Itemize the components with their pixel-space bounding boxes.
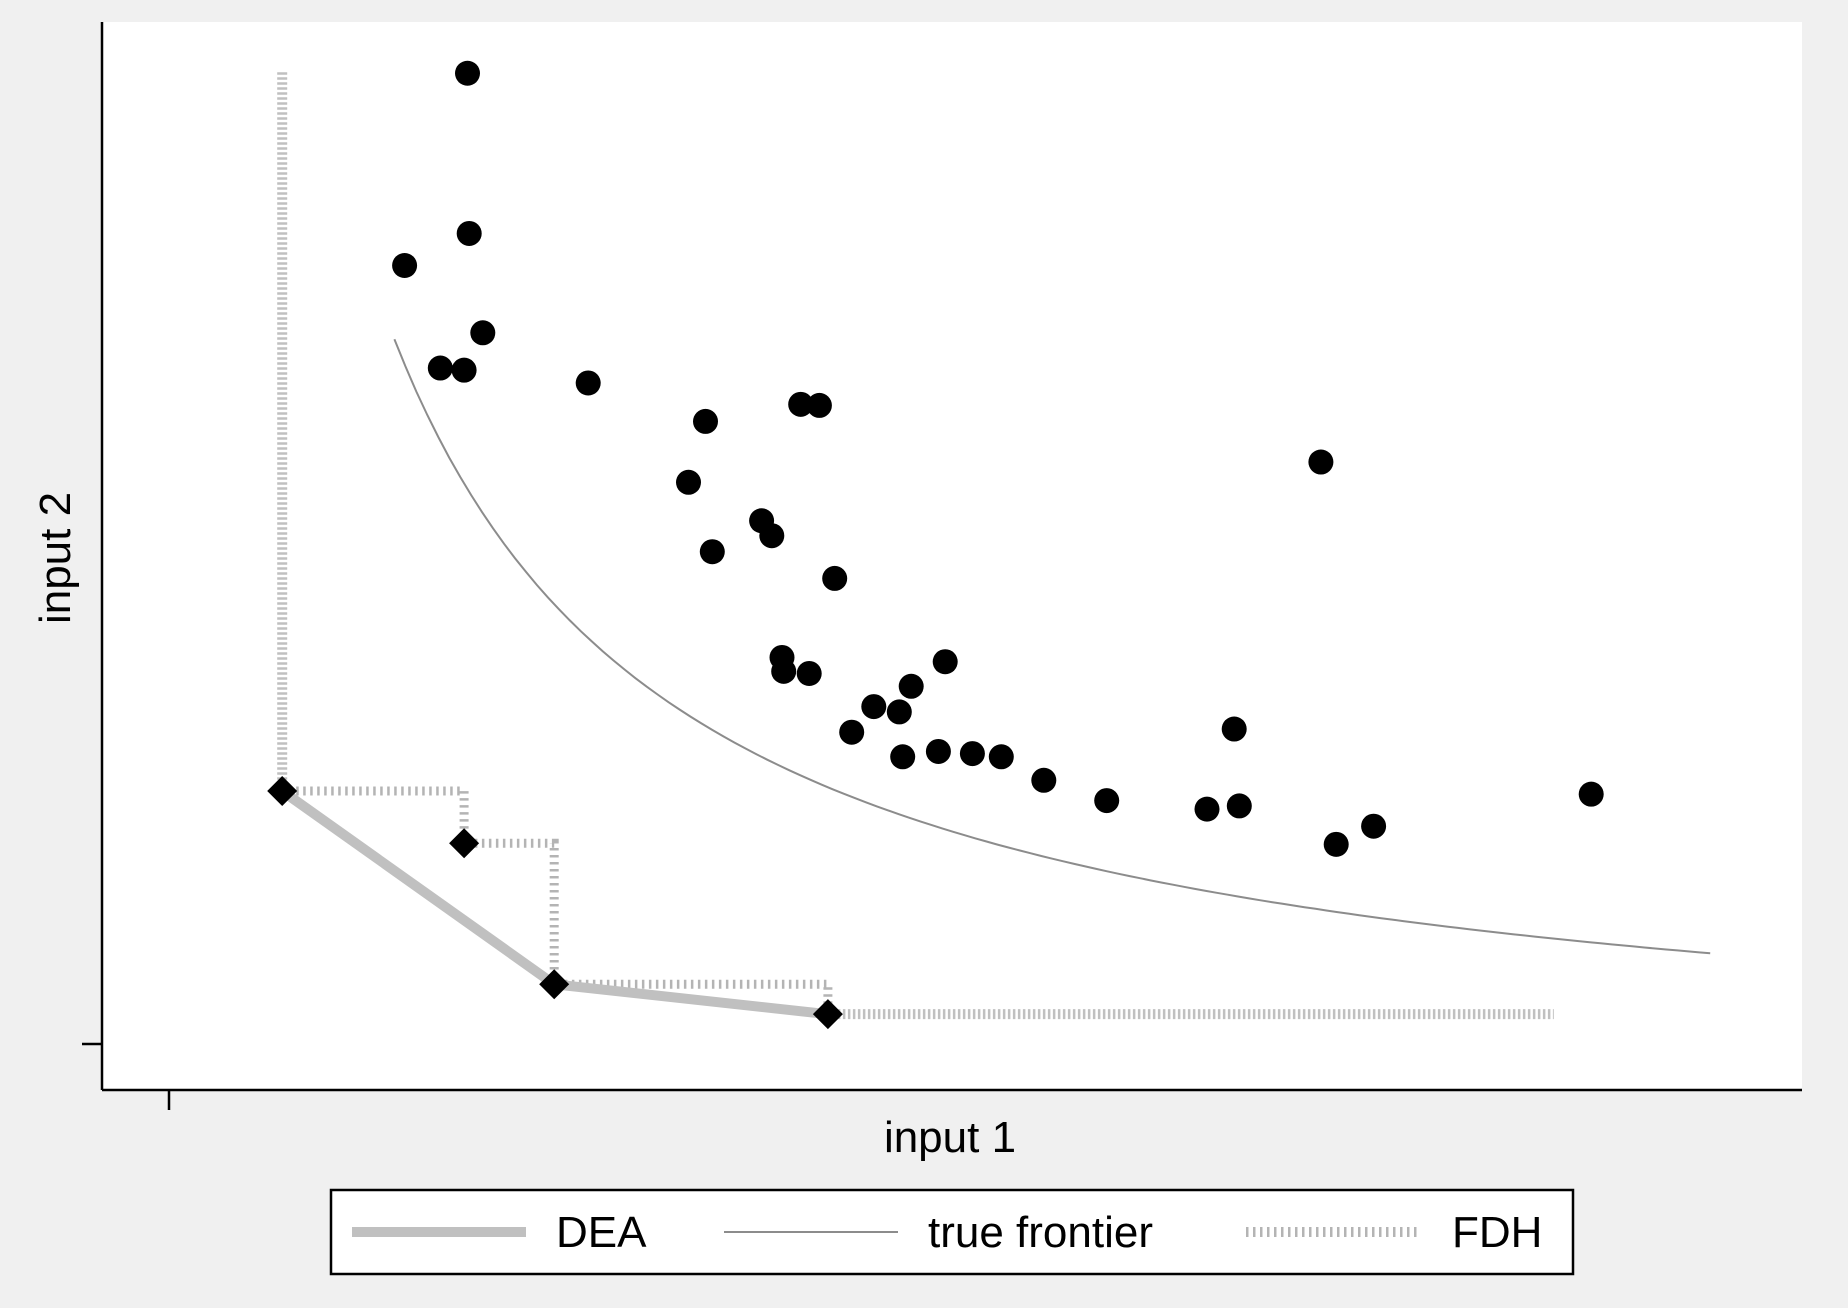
observation-point [455, 60, 480, 86]
observation-point [1221, 716, 1247, 742]
efficient-unit-point [267, 775, 298, 806]
observation-point [796, 660, 822, 686]
observation-point [759, 523, 785, 549]
y-axis-title: input 2 [31, 492, 80, 624]
observation-point [806, 392, 832, 418]
legend-label-fdh: FDH [1452, 1208, 1542, 1257]
observation-point [1323, 831, 1349, 857]
observation-point [699, 539, 725, 565]
observation-point [959, 741, 985, 767]
observation-point [788, 391, 814, 417]
data-points [267, 60, 1604, 1030]
legend-label-true-frontier: true frontier [928, 1208, 1153, 1257]
observation-point [839, 719, 865, 745]
plot-area [102, 22, 1802, 1090]
observation-point [575, 370, 601, 396]
x-axis-title: input 1 [884, 1113, 1016, 1162]
observation-point [676, 469, 701, 495]
observation-point [886, 699, 912, 725]
observation-point [470, 320, 496, 346]
legend: DEA true frontier FDH [329, 1188, 1575, 1276]
observation-point [898, 673, 924, 699]
observation-point [1361, 813, 1387, 839]
observation-point [392, 253, 418, 279]
observation-point [427, 355, 453, 381]
observation-point [861, 694, 887, 720]
observation-point [890, 744, 916, 770]
efficient-unit-point [539, 969, 570, 1000]
observation-point [988, 744, 1014, 770]
true-frontier-curve [393, 338, 1711, 955]
observation-point [771, 658, 797, 684]
observation-point [693, 408, 718, 434]
observation-point [1578, 781, 1604, 807]
observation-point [1308, 449, 1334, 475]
efficient-unit-point [812, 999, 843, 1030]
observation-point [1031, 767, 1057, 793]
observation-point [1194, 796, 1220, 822]
legend-box [329, 1188, 1575, 1276]
efficient-unit-point [449, 828, 480, 859]
observation-point [1094, 788, 1120, 814]
observation-point [1226, 793, 1252, 819]
observation-point [451, 357, 477, 383]
observation-point [822, 565, 848, 591]
observation-point [925, 738, 951, 764]
observation-point [932, 649, 958, 675]
fdh-staircase [282, 786, 833, 1015]
legend-label-dea: DEA [556, 1208, 647, 1257]
observation-point [456, 220, 482, 246]
